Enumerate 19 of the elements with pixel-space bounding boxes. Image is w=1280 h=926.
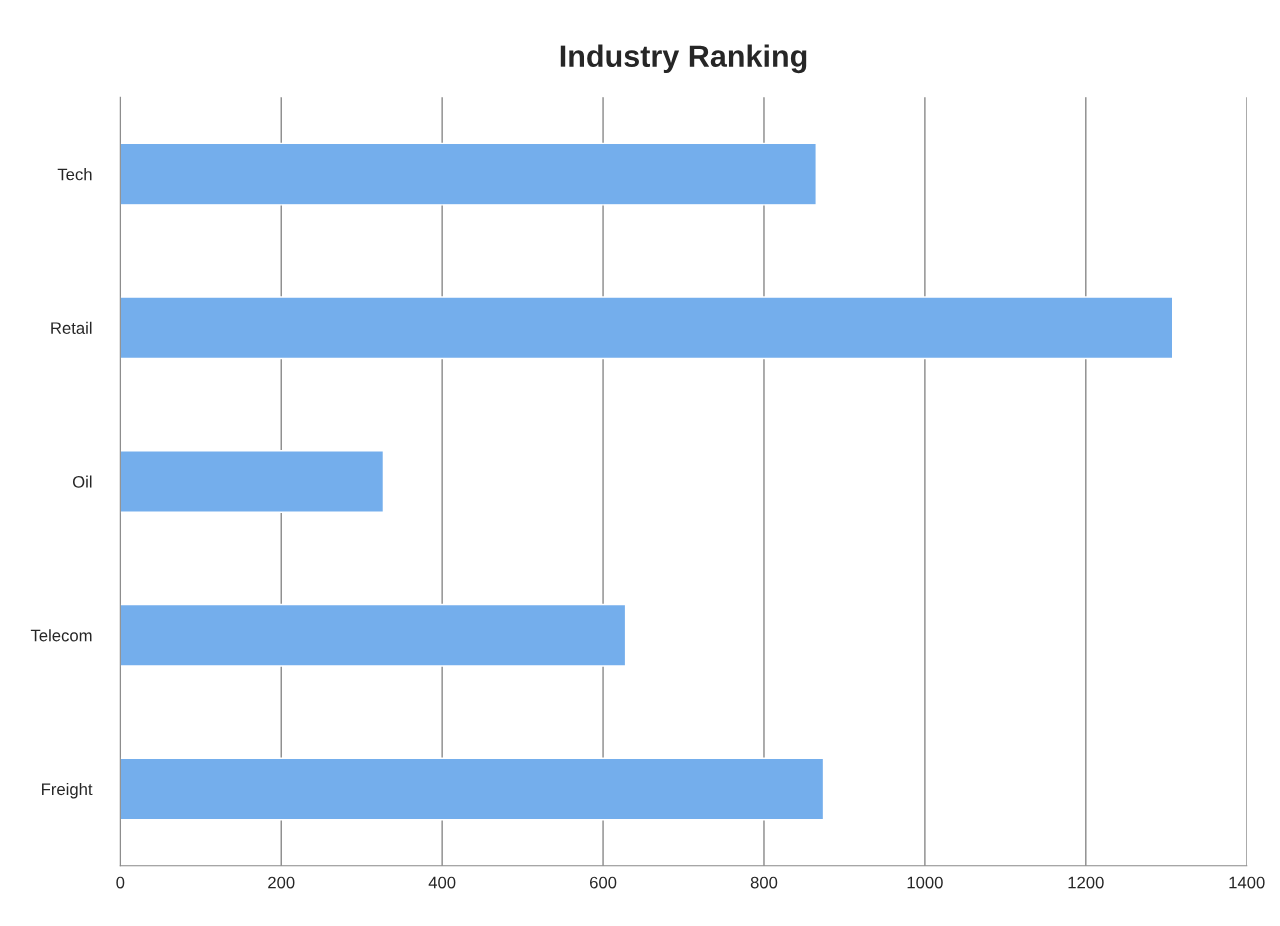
bar — [120, 603, 627, 667]
x-tick-label: 1000 — [907, 876, 943, 889]
y-tick-label: Retail — [51, 321, 92, 335]
bar — [120, 450, 385, 513]
x-tick-label: 0 — [116, 876, 125, 889]
x-tick-label: 800 — [750, 876, 778, 889]
x-tick-label: 200 — [268, 876, 295, 889]
chart-title: Industry Ranking — [560, 44, 807, 74]
x-tick-label: 400 — [428, 876, 456, 889]
x-tick-label: 1200 — [1068, 876, 1104, 889]
bar — [120, 142, 817, 206]
bar — [120, 296, 1174, 360]
y-tick-label: Tech — [57, 168, 92, 181]
bar — [120, 757, 825, 821]
x-tick-label: 600 — [590, 876, 617, 889]
y-tick-label: Telecom — [30, 629, 92, 642]
x-tick-label: 1400 — [1229, 876, 1265, 889]
y-tick-label: Oil — [72, 475, 92, 488]
y-tick-label: Freight — [42, 782, 93, 799]
